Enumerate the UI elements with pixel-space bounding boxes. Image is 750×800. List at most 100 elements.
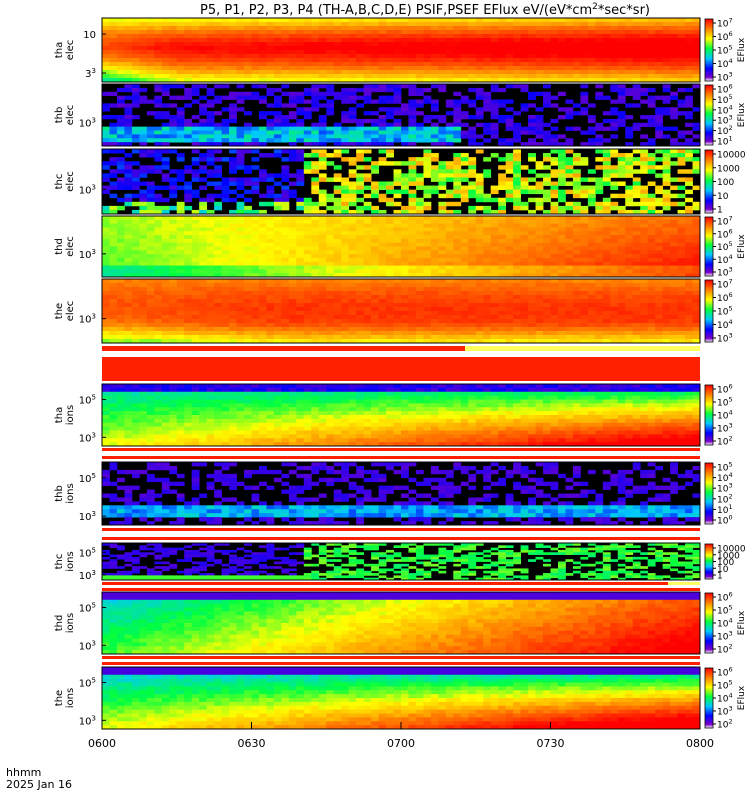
heat-cell [393, 250, 402, 255]
heat-cell [498, 242, 507, 247]
heat-cell [341, 126, 350, 131]
heat-cell [445, 189, 454, 195]
heat-cell [229, 58, 237, 63]
heat-cell [318, 70, 327, 75]
heat-cell [408, 91, 417, 97]
heat-cell [288, 66, 297, 71]
heat-cell [453, 30, 462, 35]
heat-cell [490, 38, 499, 43]
heat-cell [176, 42, 185, 47]
heat-cell [236, 287, 245, 292]
heat-cell [288, 246, 297, 251]
heat-cell [184, 169, 193, 174]
heat-cell [386, 331, 394, 336]
heat-cell [602, 261, 611, 266]
heat-cell [692, 50, 701, 55]
heat-cell [595, 209, 604, 215]
heat-cell [258, 66, 267, 71]
heat-cell [102, 130, 110, 135]
heat-cell [244, 70, 252, 75]
heat-cell [244, 122, 252, 128]
heat-cell [214, 254, 223, 259]
heat-cell [109, 130, 118, 135]
heat-cell [640, 161, 649, 166]
heat-cell [572, 265, 581, 270]
heat-cell [662, 205, 671, 211]
heat-cell [221, 30, 230, 35]
heat-cell [251, 335, 260, 340]
heat-cell [483, 227, 492, 232]
heat-cell [348, 335, 357, 340]
heat-cell [229, 177, 237, 182]
heat-cell [438, 84, 447, 89]
heat-cell [632, 238, 641, 244]
heat-cell [513, 134, 522, 139]
heat-cell [423, 273, 432, 278]
heat-cell [393, 42, 402, 47]
heat-cell [124, 315, 133, 320]
heat-cell [587, 227, 596, 232]
heat-cell [640, 216, 649, 221]
heat-cell [251, 54, 260, 59]
heat-cell [498, 42, 507, 47]
heat-cell [191, 231, 200, 236]
heat-cell [632, 246, 641, 251]
heat-cell [206, 323, 215, 328]
heat-cell [401, 26, 409, 31]
heat-cell [640, 42, 649, 47]
heat-cell [363, 185, 372, 191]
heat-cell [214, 227, 223, 232]
heat-cell [116, 219, 125, 225]
heat-cell [543, 257, 551, 263]
heat-cell [602, 138, 611, 143]
heat-cell [333, 311, 342, 316]
heat-cell [318, 173, 327, 178]
heat-cell [199, 279, 208, 284]
heat-cell [333, 261, 342, 266]
heat-cell [303, 209, 312, 215]
heat-cell [423, 216, 432, 221]
heat-cell [460, 22, 469, 27]
heat-cell [131, 231, 140, 236]
heat-cell [341, 335, 350, 340]
heat-cell [445, 177, 454, 182]
heat-cell [528, 50, 536, 55]
heat-cell [445, 46, 454, 51]
heat-cell [371, 122, 379, 128]
heat-cell [266, 201, 275, 207]
heat-cell [557, 219, 566, 225]
heat-cell [116, 70, 125, 75]
heat-cell [490, 99, 499, 104]
heat-cell [617, 231, 626, 236]
colorbar-tick-exponent: 1 [728, 135, 732, 143]
heat-cell [528, 269, 536, 274]
heat-cell [206, 295, 215, 300]
heat-cell [655, 201, 664, 207]
heat-cell [169, 149, 178, 154]
heat-cell [131, 161, 140, 166]
heat-cell [296, 315, 305, 320]
heat-cell [154, 165, 163, 170]
heat-cell [318, 50, 327, 55]
heat-cell [139, 169, 148, 174]
heat-cell [199, 118, 208, 124]
heat-cell [363, 134, 372, 139]
heat-cell [348, 130, 357, 135]
heat-cell [273, 22, 282, 27]
heat-cell [580, 161, 589, 166]
heat-cell [445, 42, 454, 47]
heat-cell [378, 42, 387, 47]
heat-cell [677, 46, 686, 51]
heat-cell [169, 219, 178, 225]
heat-cell [371, 227, 379, 232]
heat-cell [692, 223, 701, 228]
heat-cell [557, 153, 566, 158]
heat-cell [139, 295, 148, 300]
heat-cell [685, 95, 693, 100]
y-tick-label: 103 [79, 248, 96, 261]
heat-cell [468, 126, 477, 131]
heat-cell [386, 115, 394, 120]
heat-cell [513, 173, 522, 178]
heat-cell [632, 250, 641, 255]
heat-cell [296, 323, 305, 328]
